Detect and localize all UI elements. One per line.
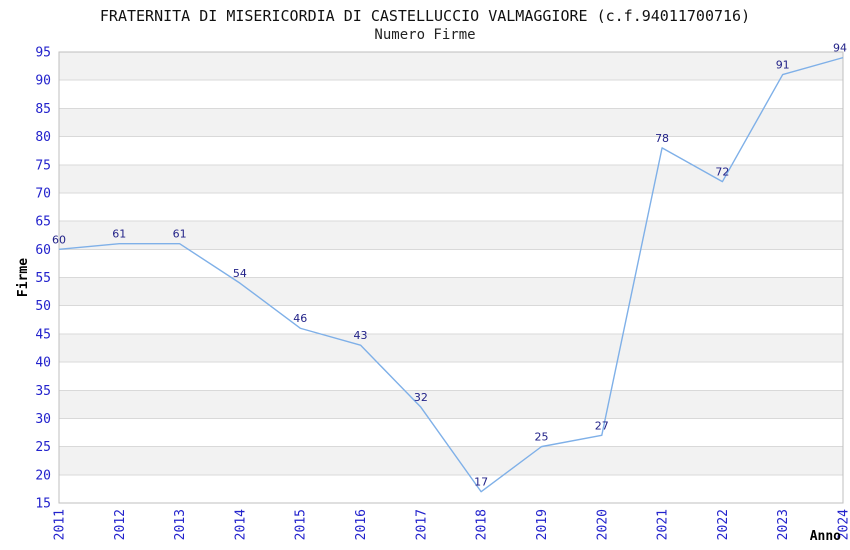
y-axis-tick-label: 60 bbox=[35, 243, 51, 258]
data-point-label: 17 bbox=[474, 476, 488, 489]
x-axis-tick-label: 2012 bbox=[113, 509, 128, 540]
x-axis-tick-label: 2016 bbox=[354, 509, 369, 540]
y-axis-tick-label: 45 bbox=[35, 327, 51, 342]
chart-title: FRATERNITA DI MISERICORDIA DI CASTELLUCC… bbox=[99, 7, 751, 25]
data-point-label: 91 bbox=[776, 59, 790, 72]
plot-band bbox=[59, 390, 843, 419]
y-axis-tick-label: 95 bbox=[35, 46, 51, 61]
y-axis-tick-label: 75 bbox=[35, 158, 51, 173]
y-axis-tick-label: 30 bbox=[35, 412, 51, 427]
y-axis-title: Firme bbox=[16, 258, 31, 297]
y-axis-tick-label: 40 bbox=[35, 356, 51, 371]
y-axis-tick-label: 65 bbox=[35, 215, 51, 230]
x-axis-tick-label: 2017 bbox=[414, 509, 429, 540]
y-axis-tick-label: 55 bbox=[35, 271, 51, 286]
plot-band bbox=[59, 221, 843, 250]
plot-border bbox=[58, 51, 844, 504]
data-point-label: 43 bbox=[354, 329, 368, 342]
y-axis-tick-label: 70 bbox=[35, 186, 51, 201]
data-point-label: 32 bbox=[414, 391, 428, 404]
data-series-line bbox=[58, 56, 844, 493]
y-axis-tick-label: 90 bbox=[35, 74, 51, 89]
data-point-label: 46 bbox=[293, 312, 307, 325]
y-axis-tick-label: 35 bbox=[35, 384, 51, 399]
x-axis-tick-label: 2011 bbox=[53, 509, 68, 540]
data-point-label: 27 bbox=[595, 419, 609, 432]
data-point-label: 94 bbox=[833, 42, 847, 55]
y-axis-tick-label: 15 bbox=[35, 497, 51, 512]
plot-band bbox=[59, 164, 843, 193]
data-point-label: 78 bbox=[655, 132, 669, 145]
y-axis-tick-label: 80 bbox=[35, 130, 51, 145]
data-point-label: 61 bbox=[173, 228, 187, 241]
y-axis-tick-label: 50 bbox=[35, 299, 51, 314]
x-axis-tick-label: 2024 bbox=[837, 509, 850, 540]
data-point-label: 72 bbox=[715, 166, 729, 179]
data-point-label: 25 bbox=[534, 431, 548, 444]
x-axis-tick-label: 2020 bbox=[595, 509, 610, 540]
plot-band bbox=[59, 446, 843, 475]
plot-band bbox=[59, 333, 843, 363]
x-axis-tick-label: 2023 bbox=[776, 509, 791, 540]
chart-subtitle: Numero Firme bbox=[374, 27, 476, 43]
plot-band bbox=[59, 277, 843, 306]
data-point-label: 61 bbox=[112, 228, 126, 241]
data-point-label: 54 bbox=[233, 267, 247, 280]
x-axis-tick-label: 2018 bbox=[475, 509, 490, 540]
plot-band bbox=[59, 108, 843, 137]
plot-band bbox=[59, 52, 843, 81]
x-axis-tick-label: 2014 bbox=[233, 509, 248, 540]
x-axis-tick-label: 2015 bbox=[294, 509, 309, 540]
x-axis-title: Anno bbox=[810, 529, 841, 544]
data-point-label: 60 bbox=[52, 233, 66, 246]
x-axis-tick-label: 2021 bbox=[656, 509, 671, 540]
y-axis-tick-label: 25 bbox=[35, 440, 51, 455]
x-axis-tick-label: 2013 bbox=[173, 509, 188, 540]
y-axis-tick-label: 85 bbox=[35, 102, 51, 117]
x-axis-tick-label: 2019 bbox=[535, 509, 550, 540]
y-axis-tick-label: 20 bbox=[35, 468, 51, 483]
x-axis-tick-label: 2022 bbox=[716, 509, 731, 540]
